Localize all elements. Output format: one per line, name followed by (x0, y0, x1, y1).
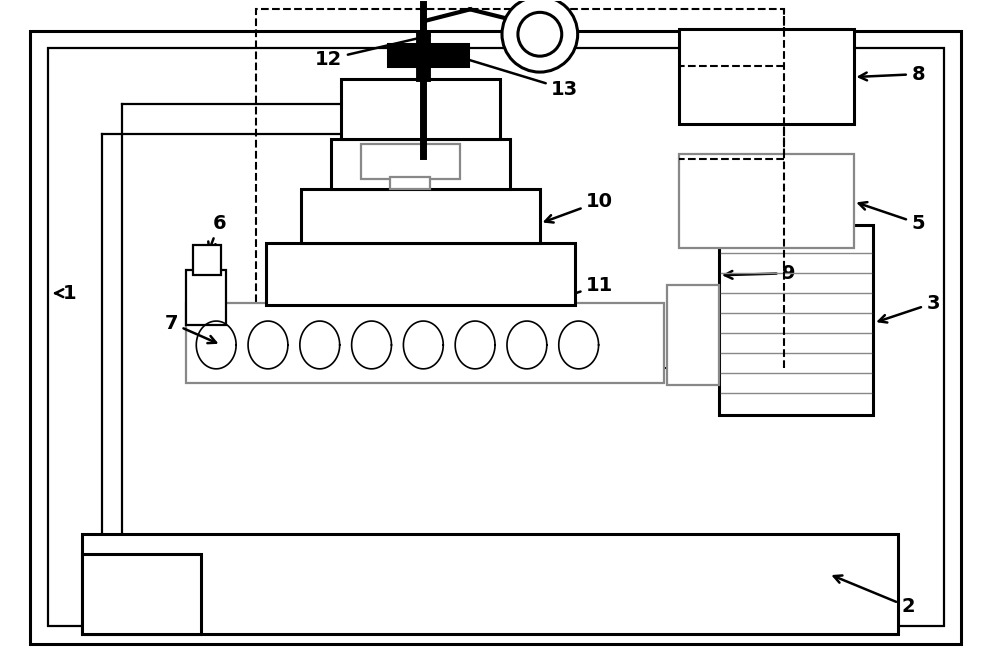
Bar (388, 44, 468, 66)
Text: 12: 12 (315, 34, 430, 69)
Bar (331, 139, 510, 188)
Text: 10: 10 (545, 192, 613, 223)
Text: 2: 2 (834, 575, 915, 617)
Text: 11: 11 (545, 276, 613, 304)
Bar (186, 271, 226, 325)
Bar (193, 245, 221, 275)
Bar (361, 144, 460, 178)
Bar (341, 79, 500, 139)
Bar (719, 225, 873, 414)
Bar (256, 9, 784, 368)
Bar (82, 534, 898, 634)
Bar (667, 285, 719, 385)
Bar (186, 303, 664, 383)
Bar (266, 243, 575, 305)
Text: 13: 13 (456, 54, 578, 99)
Text: 9: 9 (725, 264, 796, 282)
Circle shape (518, 13, 562, 56)
Text: 4: 4 (435, 170, 572, 282)
Circle shape (502, 0, 578, 72)
Text: 5: 5 (859, 202, 925, 233)
Bar (301, 188, 540, 243)
Text: 7: 7 (165, 314, 216, 343)
Bar (679, 154, 854, 249)
Bar (390, 176, 430, 188)
Bar (679, 29, 854, 124)
Bar (48, 48, 944, 626)
Text: 6: 6 (208, 214, 226, 250)
Text: 1: 1 (55, 284, 77, 303)
Text: 8: 8 (859, 64, 925, 84)
Text: 3: 3 (879, 294, 940, 322)
Bar (82, 554, 201, 634)
